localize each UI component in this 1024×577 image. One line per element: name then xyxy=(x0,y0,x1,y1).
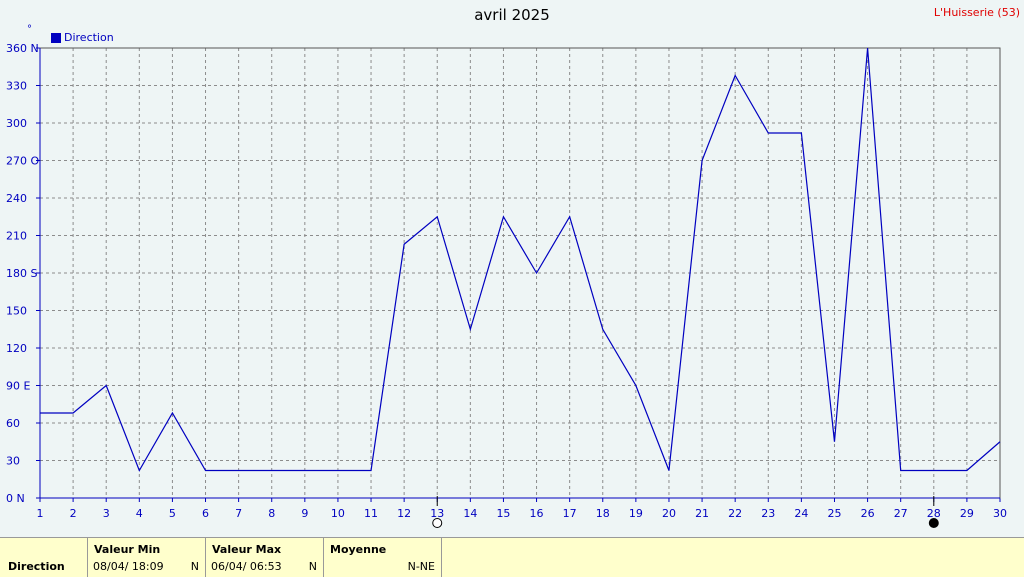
y-tick-label: 150 xyxy=(6,305,27,318)
x-tick-label: 30 xyxy=(993,507,1007,520)
station-name: L'Huisserie (53) xyxy=(933,6,1020,19)
legend-swatch xyxy=(51,32,61,43)
y-tick-label: 270 O xyxy=(6,155,39,168)
x-tick-label: 7 xyxy=(235,507,242,520)
avg-value: N-NE xyxy=(407,560,435,573)
summary-row-label-cell: Direction xyxy=(0,538,88,577)
y-tick-label: 120 xyxy=(6,342,27,355)
x-tick-label: 2 xyxy=(70,507,77,520)
avg-header: Moyenne xyxy=(330,543,387,556)
x-tick-label: 10 xyxy=(331,507,345,520)
x-tick-label: 25 xyxy=(827,507,841,520)
x-tick-label: 1 xyxy=(37,507,44,520)
y-tick-label: 90 E xyxy=(6,380,30,393)
min-date: 08/04/ 18:09 xyxy=(93,560,164,573)
x-tick-label: 19 xyxy=(629,507,643,520)
legend-label: Direction xyxy=(64,31,114,44)
x-tick-label: 28 xyxy=(927,507,941,520)
y-tick-label: 210 xyxy=(6,230,27,243)
x-tick-label: 6 xyxy=(202,507,209,520)
summary-table: Direction Valeur Min 08/04/ 18:09 N Vale… xyxy=(0,537,1024,577)
y-tick-label: 30 xyxy=(6,455,20,468)
x-tick-label: 23 xyxy=(761,507,775,520)
x-tick-label: 20 xyxy=(662,507,676,520)
y-tick-label: 0 N xyxy=(6,492,25,505)
x-tick-label: 13 xyxy=(430,507,444,520)
max-value: N xyxy=(308,560,317,573)
x-tick-label: 29 xyxy=(960,507,974,520)
x-tick-label: 8 xyxy=(268,507,275,520)
max-date: 06/04/ 06:53 xyxy=(211,560,282,573)
x-tick-label: 4 xyxy=(136,507,143,520)
legend: Direction xyxy=(51,31,114,44)
y-tick-label: 240 xyxy=(6,192,27,205)
x-tick-label: 11 xyxy=(364,507,378,520)
x-tick-label: 16 xyxy=(530,507,544,520)
x-tick-label: 21 xyxy=(695,507,709,520)
summary-row-label: Direction xyxy=(8,560,65,573)
summary-min-cell: Valeur Min 08/04/ 18:09 N xyxy=(88,538,206,577)
x-tick-label: 15 xyxy=(496,507,510,520)
x-tick-label: 24 xyxy=(794,507,808,520)
x-tick-label: 3 xyxy=(103,507,110,520)
max-header: Valeur Max xyxy=(212,543,282,556)
x-tick-label: 27 xyxy=(894,507,908,520)
min-header: Valeur Min xyxy=(94,543,161,556)
y-tick-label: 300 xyxy=(6,117,27,130)
x-tick-label: 9 xyxy=(301,507,308,520)
x-tick-label: 26 xyxy=(861,507,875,520)
series-line-direction xyxy=(40,47,1001,472)
chart-title: avril 2025 xyxy=(474,6,550,24)
summary-max-cell: Valeur Max 06/04/ 06:53 N xyxy=(206,538,324,577)
x-tick-label: 18 xyxy=(596,507,610,520)
x-tick-label: 14 xyxy=(463,507,477,520)
y-tick-label: 360 N xyxy=(6,42,39,55)
x-tick-label: 22 xyxy=(728,507,742,520)
x-tick-label: 5 xyxy=(169,507,176,520)
x-tick-label: 17 xyxy=(563,507,577,520)
y-tick-label: 330 xyxy=(6,80,27,93)
new-moon-icon xyxy=(928,518,939,528)
y-axis-unit: ° xyxy=(27,24,32,35)
min-value: N xyxy=(190,560,199,573)
x-tick-label: 12 xyxy=(397,507,411,520)
summary-avg-cell: Moyenne N-NE xyxy=(324,538,442,577)
y-tick-label: 60 xyxy=(6,417,20,430)
y-tick-label: 180 S xyxy=(6,267,37,280)
full-moon-icon xyxy=(432,518,443,528)
